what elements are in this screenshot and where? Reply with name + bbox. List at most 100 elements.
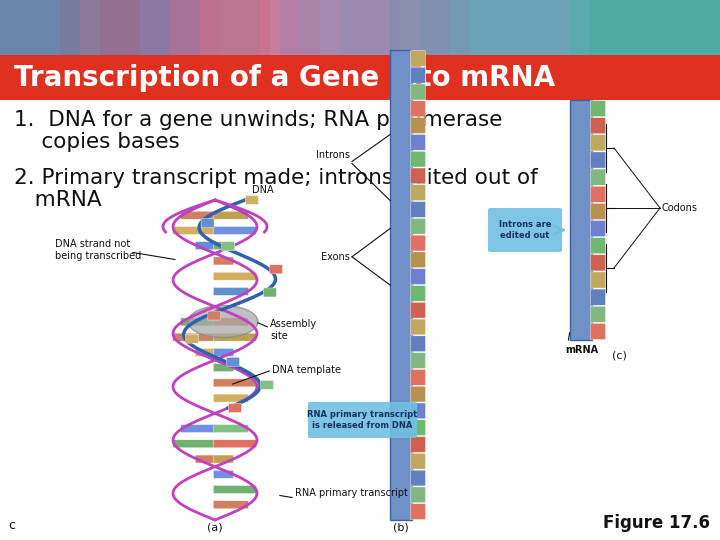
FancyBboxPatch shape <box>214 470 217 478</box>
FancyBboxPatch shape <box>214 272 217 280</box>
Text: DNA: DNA <box>252 185 274 195</box>
Ellipse shape <box>188 306 258 338</box>
FancyBboxPatch shape <box>308 402 417 438</box>
Text: mRNA: mRNA <box>14 190 102 210</box>
FancyBboxPatch shape <box>214 455 234 463</box>
FancyBboxPatch shape <box>214 470 234 478</box>
FancyBboxPatch shape <box>208 311 221 320</box>
FancyBboxPatch shape <box>186 334 199 343</box>
FancyBboxPatch shape <box>214 394 248 402</box>
FancyBboxPatch shape <box>590 272 606 288</box>
Bar <box>590 0 720 55</box>
FancyBboxPatch shape <box>410 252 426 268</box>
FancyBboxPatch shape <box>214 440 256 448</box>
FancyBboxPatch shape <box>590 306 606 322</box>
Bar <box>0 0 80 55</box>
FancyBboxPatch shape <box>410 504 426 519</box>
FancyBboxPatch shape <box>590 169 606 185</box>
Bar <box>470 0 590 55</box>
FancyBboxPatch shape <box>410 302 426 318</box>
FancyBboxPatch shape <box>590 220 606 237</box>
Text: Introns are
edited out: Introns are edited out <box>499 220 552 240</box>
FancyBboxPatch shape <box>590 289 606 305</box>
FancyBboxPatch shape <box>488 208 562 252</box>
FancyBboxPatch shape <box>173 226 217 234</box>
FancyBboxPatch shape <box>410 84 426 100</box>
FancyBboxPatch shape <box>214 379 256 387</box>
FancyBboxPatch shape <box>410 336 426 352</box>
Bar <box>320 0 420 55</box>
FancyBboxPatch shape <box>410 436 426 453</box>
FancyBboxPatch shape <box>410 420 426 436</box>
FancyBboxPatch shape <box>181 211 217 219</box>
FancyBboxPatch shape <box>214 287 248 295</box>
FancyBboxPatch shape <box>410 454 426 469</box>
FancyBboxPatch shape <box>214 501 248 509</box>
Bar <box>0 55 720 100</box>
Bar <box>260 0 340 55</box>
FancyBboxPatch shape <box>214 363 234 372</box>
Text: Figure 17.6: Figure 17.6 <box>603 514 710 532</box>
Text: RNA primary transcript: RNA primary transcript <box>295 488 408 498</box>
Bar <box>390 0 490 55</box>
FancyBboxPatch shape <box>410 470 426 486</box>
Bar <box>60 0 140 55</box>
FancyBboxPatch shape <box>214 257 217 265</box>
FancyBboxPatch shape <box>222 242 235 251</box>
Bar <box>280 0 400 55</box>
Text: DNA template: DNA template <box>272 365 341 375</box>
Text: copies bases: copies bases <box>14 132 180 152</box>
FancyBboxPatch shape <box>214 424 248 433</box>
Text: c: c <box>8 519 15 532</box>
FancyBboxPatch shape <box>590 135 606 151</box>
FancyBboxPatch shape <box>410 386 426 402</box>
FancyBboxPatch shape <box>214 242 234 249</box>
Text: Transcription of a Gene into mRNA: Transcription of a Gene into mRNA <box>14 64 555 91</box>
FancyBboxPatch shape <box>181 318 217 326</box>
FancyBboxPatch shape <box>214 287 217 295</box>
FancyBboxPatch shape <box>410 218 426 234</box>
FancyBboxPatch shape <box>214 272 256 280</box>
FancyBboxPatch shape <box>195 348 217 356</box>
FancyBboxPatch shape <box>214 257 234 265</box>
Text: (c): (c) <box>612 350 627 360</box>
FancyBboxPatch shape <box>410 403 426 419</box>
FancyBboxPatch shape <box>410 235 426 251</box>
FancyBboxPatch shape <box>201 219 214 228</box>
FancyBboxPatch shape <box>214 485 217 494</box>
Text: DNA strand not
being transcribed: DNA strand not being transcribed <box>55 239 141 261</box>
FancyBboxPatch shape <box>410 68 426 83</box>
Bar <box>0 0 120 55</box>
Bar <box>200 0 300 55</box>
Bar <box>450 0 570 55</box>
Text: 1.  DNA for a gene unwinds; RNA polymerase: 1. DNA for a gene unwinds; RNA polymeras… <box>14 110 503 130</box>
Text: (b): (b) <box>393 522 409 532</box>
FancyBboxPatch shape <box>410 201 426 218</box>
Bar <box>570 100 592 340</box>
FancyBboxPatch shape <box>261 380 274 389</box>
Text: mRNA: mRNA <box>565 345 598 355</box>
FancyBboxPatch shape <box>410 369 426 385</box>
FancyBboxPatch shape <box>590 186 606 202</box>
Text: Assembly
site: Assembly site <box>270 319 317 341</box>
FancyBboxPatch shape <box>590 255 606 271</box>
FancyBboxPatch shape <box>590 118 606 134</box>
Bar <box>0 0 720 55</box>
FancyBboxPatch shape <box>410 269 426 285</box>
FancyBboxPatch shape <box>269 265 282 274</box>
FancyBboxPatch shape <box>173 440 217 448</box>
Bar <box>390 50 412 520</box>
FancyBboxPatch shape <box>214 485 256 494</box>
FancyBboxPatch shape <box>410 168 426 184</box>
FancyBboxPatch shape <box>214 333 256 341</box>
FancyBboxPatch shape <box>590 152 606 168</box>
FancyBboxPatch shape <box>181 424 217 433</box>
FancyBboxPatch shape <box>590 100 606 117</box>
Text: 2. Primary transcript made; introns edited out of: 2. Primary transcript made; introns edit… <box>14 168 538 188</box>
FancyBboxPatch shape <box>264 288 276 297</box>
FancyBboxPatch shape <box>246 195 258 205</box>
FancyBboxPatch shape <box>214 348 234 356</box>
FancyBboxPatch shape <box>410 51 426 66</box>
Text: (a): (a) <box>207 522 222 532</box>
Text: Exons: Exons <box>321 252 350 262</box>
